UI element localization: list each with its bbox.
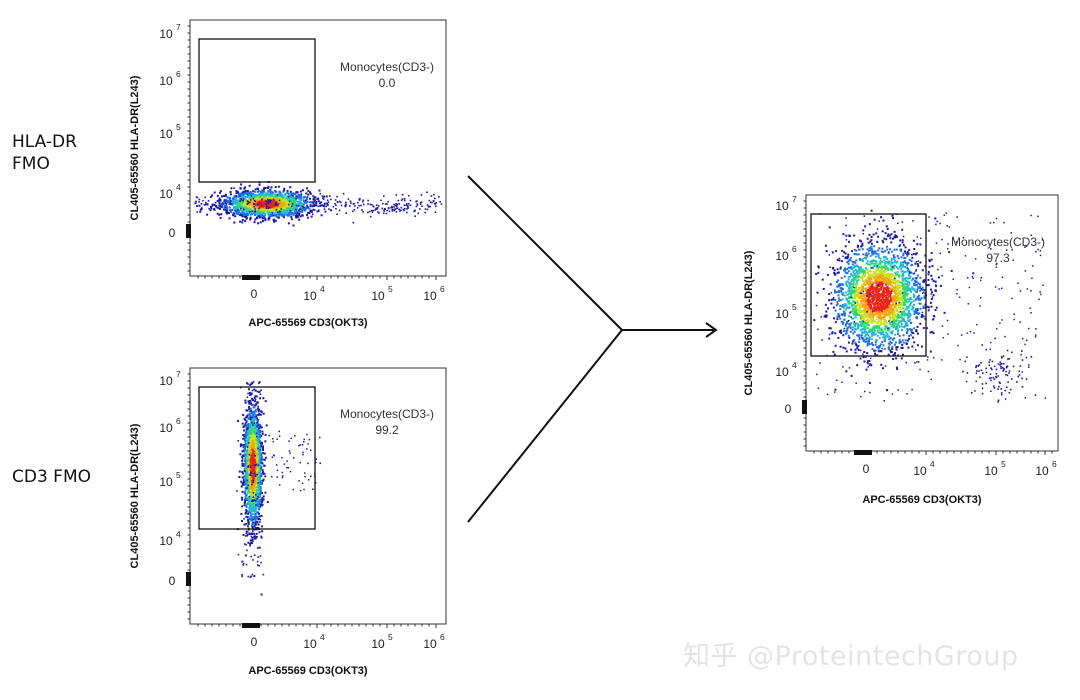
x-tick-label: 10 [303,289,317,303]
y-tick-label: 0 [785,402,792,416]
y-tick-exponent: 4 [176,182,181,192]
y-tick-exponent: 4 [176,529,181,539]
x-tick-exponent: 6 [440,284,445,294]
x-minor-ticks [813,450,1053,455]
label-hla-dr-fmo-line2: FMO [12,154,50,174]
y-axis-title: CL405-65560 HLA-DR(L243) [129,423,141,568]
y-tick-exponent: 5 [176,470,181,480]
x-axis-title: APC-65569 CD3(OKT3) [248,317,368,329]
y-tick-exponent: 6 [792,244,797,254]
y-tick-label: 10 [159,27,173,41]
y-tick-label: 0 [169,574,176,588]
label-hla-dr-fmo-line1: HLA-DR [12,132,77,152]
y-tick-exponent: 6 [176,416,181,426]
y-tick-label: 10 [775,199,789,213]
gate-rectangle [198,38,316,183]
y-tick-label: 10 [159,374,173,388]
x-tick-label: 10 [423,289,437,303]
arrow-head [705,322,718,338]
plot-frame [805,194,1059,452]
gate-rectangle [810,213,927,357]
y-axis-title: CL405-65560 HLA-DR(L243) [743,250,755,395]
y-tick-label: 10 [159,421,173,435]
gate-name-label: Monocytes(CD3-) [951,235,1045,249]
x-tick-exponent: 6 [440,632,445,642]
x-tick-label: 0 [251,635,258,649]
x-zero-tick-block [242,275,260,280]
y-tick-exponent: 6 [176,69,181,79]
y-tick-exponent: 5 [792,302,797,312]
y-zero-tick-block [186,572,191,586]
gate-name-label: Monocytes(CD3-) [340,407,434,421]
y-tick-label: 0 [169,226,176,240]
x-axis-title: APC-65569 CD3(OKT3) [862,494,982,506]
x-tick-label: 10 [984,464,998,478]
x-minor-ticks [197,275,437,280]
y-tick-label: 10 [775,249,789,263]
merge-arrow [467,175,718,523]
y-minor-ticks [186,25,191,272]
gate-percent-label: 97.3 [986,251,1010,265]
y-tick-label: 10 [159,475,173,489]
y-tick-exponent: 7 [176,22,181,32]
x-zero-tick-block [242,623,260,628]
gate-percent-label: 0.0 [379,76,396,90]
x-tick-exponent: 6 [1052,459,1057,469]
y-tick-exponent: 7 [176,369,181,379]
y-tick-exponent: 4 [792,360,797,370]
x-tick-exponent: 4 [320,284,325,294]
x-tick-label: 10 [1035,464,1049,478]
x-tick-label: 0 [251,287,258,301]
label-cd3-fmo: CD3 FMO [12,466,91,488]
y-zero-tick-block [186,224,191,238]
x-minor-ticks [197,623,437,628]
y-tick-exponent: 7 [792,194,797,204]
y-tick-label: 10 [159,187,173,201]
x-zero-tick-block [854,450,872,455]
y-minor-ticks [186,373,191,620]
plot-frame [189,19,447,277]
watermark: 知乎 @ProteintechGroup [683,641,1019,672]
y-zero-tick-block [802,400,807,414]
arrow-upper-branch [467,175,623,331]
x-tick-exponent: 4 [930,459,935,469]
x-tick-label: 10 [913,464,927,478]
scatter-points [813,209,1047,403]
y-tick-exponent: 5 [176,122,181,132]
x-tick-exponent: 5 [1001,459,1006,469]
x-tick-label: 10 [371,637,385,651]
gate-name-label: Monocytes(CD3-) [340,60,434,74]
x-tick-exponent: 4 [320,632,325,642]
x-axis-title: APC-65569 CD3(OKT3) [248,665,368,677]
x-tick-label: 0 [863,462,870,476]
y-tick-label: 10 [775,307,789,321]
x-tick-label: 10 [371,289,385,303]
label-hla-dr-fmo: HLA-DR FMO [12,131,77,175]
x-tick-label: 10 [423,637,437,651]
label-cd3-fmo-line1: CD3 FMO [12,467,92,487]
y-tick-label: 10 [159,534,173,548]
y-tick-label: 10 [775,365,789,379]
plot-frame [189,367,447,625]
y-axis-title: CL405-65560 HLA-DR(L243) [129,75,141,220]
x-tick-exponent: 5 [388,632,393,642]
x-tick-label: 10 [303,637,317,651]
scatter-points [194,181,443,227]
gate-rectangle [198,386,316,530]
gate-percent-label: 99.2 [375,423,399,437]
y-tick-label: 10 [159,127,173,141]
y-tick-label: 10 [159,74,173,88]
y-minor-ticks [802,200,807,447]
scatter-points [236,380,322,596]
x-tick-exponent: 5 [388,284,393,294]
arrow-lower-branch [467,329,623,523]
